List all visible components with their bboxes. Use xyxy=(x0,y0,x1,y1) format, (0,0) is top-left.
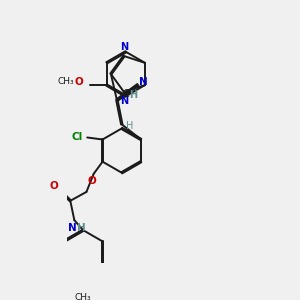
Text: H: H xyxy=(77,223,85,233)
Text: O: O xyxy=(50,181,58,191)
Text: CH₃: CH₃ xyxy=(58,77,74,86)
Text: N: N xyxy=(139,76,148,87)
Text: O: O xyxy=(87,176,96,186)
Text: H: H xyxy=(129,90,137,100)
Text: H: H xyxy=(126,122,134,131)
Text: N: N xyxy=(120,95,128,106)
Text: Cl: Cl xyxy=(71,133,82,142)
Text: N: N xyxy=(68,223,77,233)
Text: N: N xyxy=(120,42,128,52)
Text: CH₃: CH₃ xyxy=(75,293,92,300)
Text: C: C xyxy=(122,89,129,99)
Text: O: O xyxy=(74,77,83,87)
